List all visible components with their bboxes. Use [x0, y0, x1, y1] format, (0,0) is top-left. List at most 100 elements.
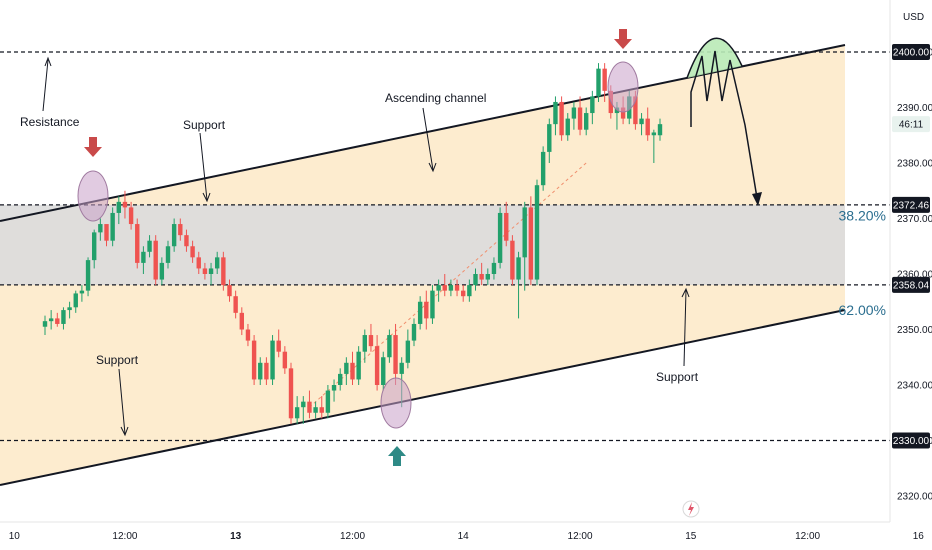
time-tick-label: 16 — [913, 531, 925, 542]
fib-retracement-zone — [0, 204, 845, 285]
candle — [602, 63, 607, 102]
candle — [215, 251, 220, 274]
candle — [55, 312, 60, 327]
candle — [590, 90, 595, 125]
candle — [559, 96, 564, 141]
candle — [417, 296, 423, 330]
projection — [690, 50, 762, 206]
price-tags: 2400.00 2372.46 2358.04 2330.00 — [892, 44, 930, 449]
candle — [467, 279, 472, 302]
candle — [411, 318, 417, 347]
price-tag-label: 2358.04 — [893, 280, 930, 291]
price-tag-box — [892, 432, 930, 449]
fib-labels: 38.20% 62.00% — [839, 208, 886, 318]
candle-body — [67, 307, 72, 311]
candle — [153, 235, 158, 286]
candle-body — [338, 373, 343, 385]
candle — [184, 229, 189, 252]
touch-circle-left — [77, 170, 109, 222]
candle-body — [491, 262, 497, 274]
candle — [338, 368, 343, 391]
candle — [104, 224, 109, 247]
candle-body — [116, 201, 121, 213]
candle-body — [294, 407, 300, 419]
price-axis[interactable]: USD 2320.002330.002340.002350.002360.002… — [889, 0, 932, 550]
channel-lower-line[interactable] — [0, 309, 846, 486]
candle-body — [122, 201, 128, 208]
candle — [639, 113, 644, 136]
candle-body — [657, 124, 663, 136]
price-tag-box — [892, 44, 930, 60]
candle — [473, 268, 478, 291]
candle — [141, 246, 146, 274]
candle-body — [417, 301, 423, 324]
candle-body — [553, 101, 558, 125]
candle — [147, 235, 152, 258]
time-tick-label: 12:00 — [112, 531, 137, 542]
candle — [405, 329, 411, 369]
candle — [571, 101, 577, 130]
countdown-label: 46:11 — [899, 120, 924, 131]
flash-icon[interactable] — [682, 500, 700, 518]
candle — [270, 335, 275, 385]
candle — [491, 257, 497, 280]
candle — [461, 285, 466, 302]
candle-body — [301, 401, 306, 408]
time-tick-label: 14 — [458, 531, 470, 542]
candle-body — [245, 329, 251, 341]
price-tick-label: 2390.00 — [897, 103, 932, 114]
candle-body — [442, 285, 447, 291]
candle-body — [239, 312, 244, 330]
candle-body — [405, 340, 411, 363]
candle — [171, 218, 177, 252]
candle-body — [504, 212, 509, 241]
candle — [645, 107, 650, 141]
candle — [165, 240, 171, 269]
candle — [319, 396, 324, 419]
candle — [325, 385, 331, 419]
candle-body — [104, 224, 109, 241]
label-support-upper: Support — [183, 118, 226, 132]
candle-body — [147, 240, 152, 252]
candle-body — [270, 340, 275, 380]
candle — [350, 351, 355, 385]
candle — [596, 63, 601, 102]
label-ascending-channel: Ascending channel — [385, 91, 486, 105]
candle — [479, 262, 484, 286]
candle — [577, 96, 583, 136]
touch-highlights — [77, 37, 743, 429]
label-support-right: Support — [656, 370, 699, 384]
candle-body — [565, 118, 570, 136]
candle — [276, 329, 281, 358]
candle-body — [42, 321, 48, 327]
candle-body — [399, 362, 404, 374]
candle-body — [165, 246, 171, 263]
time-tick-label: 10 — [9, 531, 21, 542]
label-support-lower: Support — [96, 353, 139, 367]
candle — [98, 218, 103, 241]
candle — [159, 257, 165, 286]
candle-body — [584, 113, 589, 130]
candle-body — [590, 96, 595, 114]
candle-body — [362, 335, 367, 352]
candle-body — [208, 268, 214, 274]
annotations: Resistance Support Ascending channel Sup… — [20, 91, 699, 384]
candle-body — [559, 101, 564, 136]
price-tick-label: 2380.00 — [897, 159, 932, 170]
candle — [436, 279, 441, 302]
candle — [79, 285, 85, 302]
candle-body — [547, 124, 552, 152]
time-axis[interactable]: 1012:001312:001412:001512:001612:001712:… — [0, 521, 932, 550]
candle — [128, 201, 134, 230]
candle — [393, 323, 398, 385]
candle — [85, 257, 91, 297]
candle-body — [374, 346, 380, 385]
candle-body — [424, 301, 429, 319]
candle — [356, 346, 361, 385]
candle-body — [540, 151, 546, 186]
candle — [362, 329, 367, 363]
time-tick-label: 12:00 — [795, 531, 820, 542]
candle-body — [331, 385, 337, 391]
candle — [42, 315, 48, 336]
